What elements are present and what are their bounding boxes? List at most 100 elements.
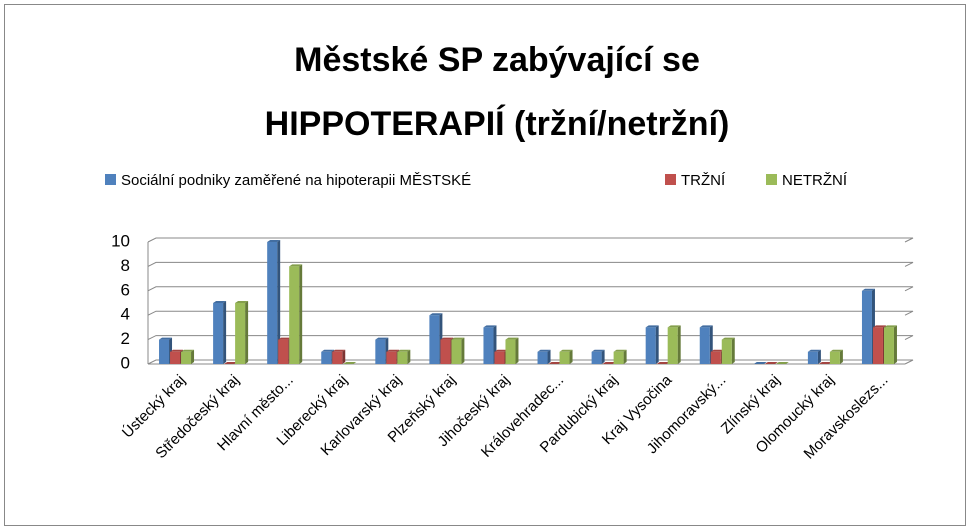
bar-face — [191, 349, 195, 364]
bar — [775, 362, 789, 364]
bar-face — [721, 337, 735, 340]
bar-face — [181, 351, 192, 364]
bar-face — [505, 337, 519, 340]
bar-face — [656, 362, 670, 364]
bar — [591, 349, 605, 364]
bar-face — [764, 362, 778, 364]
bar-face — [893, 325, 897, 364]
bar-face — [386, 351, 397, 364]
grid-line — [147, 310, 914, 316]
bar-face — [342, 349, 346, 364]
bar-face — [451, 339, 462, 364]
bar-face — [494, 351, 505, 364]
bar — [289, 264, 303, 364]
bar-face — [407, 349, 411, 364]
bar-face — [278, 339, 289, 364]
bar-face — [235, 301, 249, 303]
bar-face — [515, 337, 519, 364]
chart-frame — [4, 4, 966, 526]
legend-label: NETRŽNÍ — [782, 172, 848, 189]
bar-face — [277, 240, 281, 364]
legend-swatch — [766, 174, 777, 185]
grid-line — [147, 261, 914, 267]
y-tick-label: 8 — [121, 256, 130, 275]
bar-face — [645, 327, 656, 364]
bar — [397, 349, 411, 364]
bar — [753, 362, 767, 364]
bar-face — [547, 349, 551, 364]
bar-face — [505, 339, 516, 364]
bar — [213, 301, 227, 364]
legend-swatch — [665, 174, 676, 185]
chart-title: HIPPOTERAPIÍ (tržní/netržní) — [265, 105, 730, 143]
bar-face — [861, 290, 872, 364]
bar-face — [721, 339, 732, 364]
bar-face — [159, 339, 170, 364]
bar — [602, 362, 616, 364]
bar-face — [321, 349, 335, 352]
bar-face — [386, 349, 400, 352]
bar-face — [397, 351, 408, 364]
bar-face — [591, 349, 605, 352]
bar-face — [321, 351, 332, 364]
bar-face — [299, 264, 303, 364]
bar — [267, 240, 281, 364]
bar — [235, 301, 249, 364]
legend-label: Sociální podniky zaměřené na hipoterapii… — [121, 172, 471, 189]
bar-face — [332, 349, 346, 352]
bar-face — [807, 351, 818, 364]
bar-face — [289, 266, 300, 364]
bar-face — [170, 349, 184, 352]
bar-face — [181, 349, 195, 352]
bar-face — [440, 339, 451, 364]
bar-face — [559, 351, 570, 364]
bar-face — [537, 349, 551, 352]
bar-face — [548, 362, 562, 364]
bar-face — [601, 349, 605, 364]
bar-face — [537, 351, 548, 364]
bar-face — [667, 325, 681, 328]
bar-face — [872, 325, 886, 328]
bar — [181, 349, 195, 364]
bar — [829, 349, 843, 364]
bar-face — [343, 362, 357, 364]
bar — [883, 325, 897, 364]
bar-face — [613, 349, 627, 352]
bar-face — [213, 301, 227, 303]
bar-face — [494, 349, 508, 352]
bar-face — [861, 288, 875, 291]
bar — [505, 337, 519, 364]
bar-face — [375, 339, 386, 364]
bar-face — [569, 349, 573, 364]
bar-face — [159, 337, 173, 340]
bar-face — [224, 362, 238, 364]
bar-face — [429, 315, 440, 364]
bar-face — [655, 325, 659, 364]
bar-face — [699, 325, 713, 328]
bar-face — [753, 362, 767, 364]
bar-face — [235, 303, 246, 364]
bar-face — [461, 337, 465, 364]
bar — [764, 362, 778, 364]
bar-face — [451, 337, 465, 340]
bar-face — [872, 327, 883, 364]
grid-line — [147, 237, 914, 243]
bar-face — [289, 264, 303, 267]
bar-face — [602, 362, 616, 364]
bar-face — [267, 242, 278, 364]
bar-face — [645, 325, 659, 328]
bar-face — [429, 313, 443, 316]
bar-face — [278, 337, 292, 340]
bar-face — [710, 351, 721, 364]
grid-line — [147, 286, 914, 292]
bar-face — [699, 327, 710, 364]
bar-face — [883, 325, 897, 328]
bar — [656, 362, 670, 364]
bar — [645, 325, 659, 364]
bar-face — [613, 351, 624, 364]
bar-face — [559, 349, 573, 352]
y-tick-label: 4 — [121, 305, 130, 324]
y-tick-label: 0 — [121, 353, 130, 372]
bar-face — [170, 351, 181, 364]
